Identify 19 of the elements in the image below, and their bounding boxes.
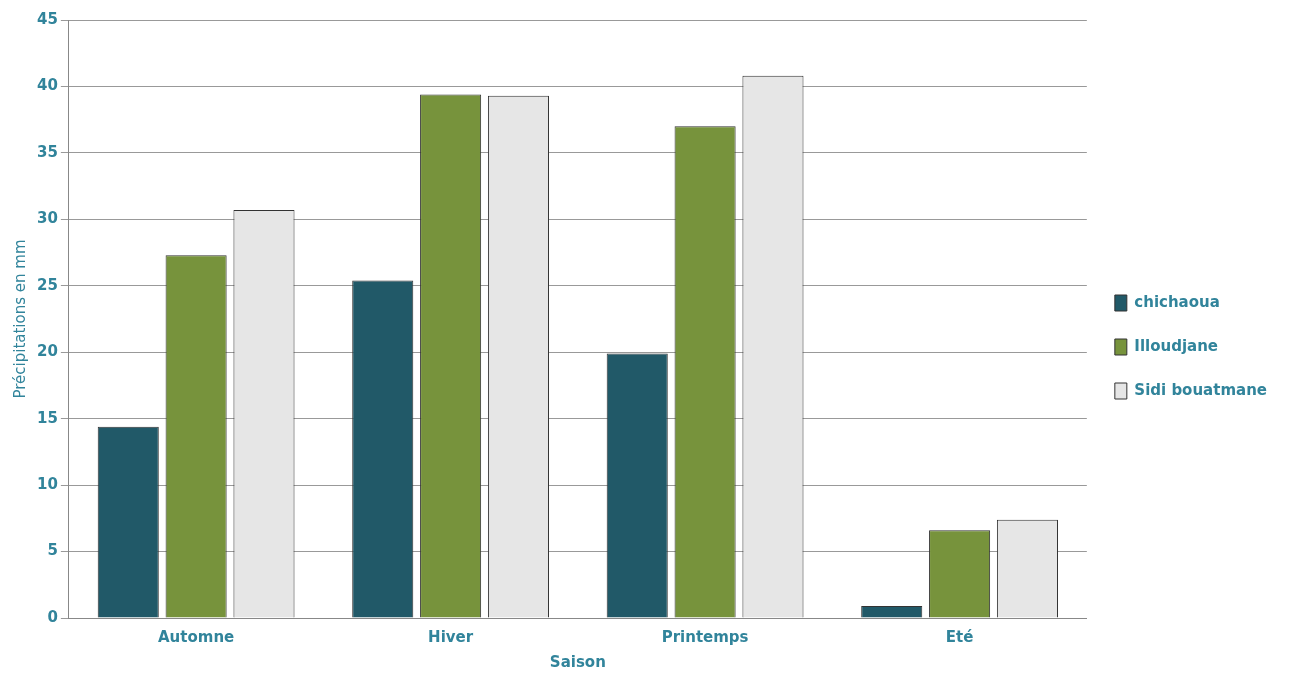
- legend-label: Illoudjane: [1134, 336, 1219, 355]
- y-tick-label: 40: [37, 76, 58, 95]
- y-tick-label: 15: [37, 408, 58, 427]
- y-tick-label: 30: [37, 209, 58, 228]
- x-axis-title: Saison: [549, 652, 606, 671]
- y-axis-title: Précipitations en mm: [10, 239, 29, 399]
- y-tick-label: 10: [37, 475, 58, 493]
- x-tick-label: Printemps: [661, 627, 749, 646]
- y-tick-label: 25: [37, 275, 58, 294]
- y-tick-label: 5: [47, 541, 58, 560]
- x-tick-label: Automne: [157, 627, 235, 646]
- y-tick-label: 35: [37, 142, 58, 161]
- y-tick-label: 0: [47, 607, 58, 626]
- x-tick-label: Hiver: [428, 627, 474, 646]
- x-tick-label: Eté: [945, 627, 974, 646]
- legend-label: chichaoua: [1134, 292, 1220, 311]
- legend-label: Sidi bouatmane: [1134, 380, 1268, 399]
- y-tick-label: 20: [37, 342, 58, 361]
- y-tick-label: 45: [37, 9, 58, 28]
